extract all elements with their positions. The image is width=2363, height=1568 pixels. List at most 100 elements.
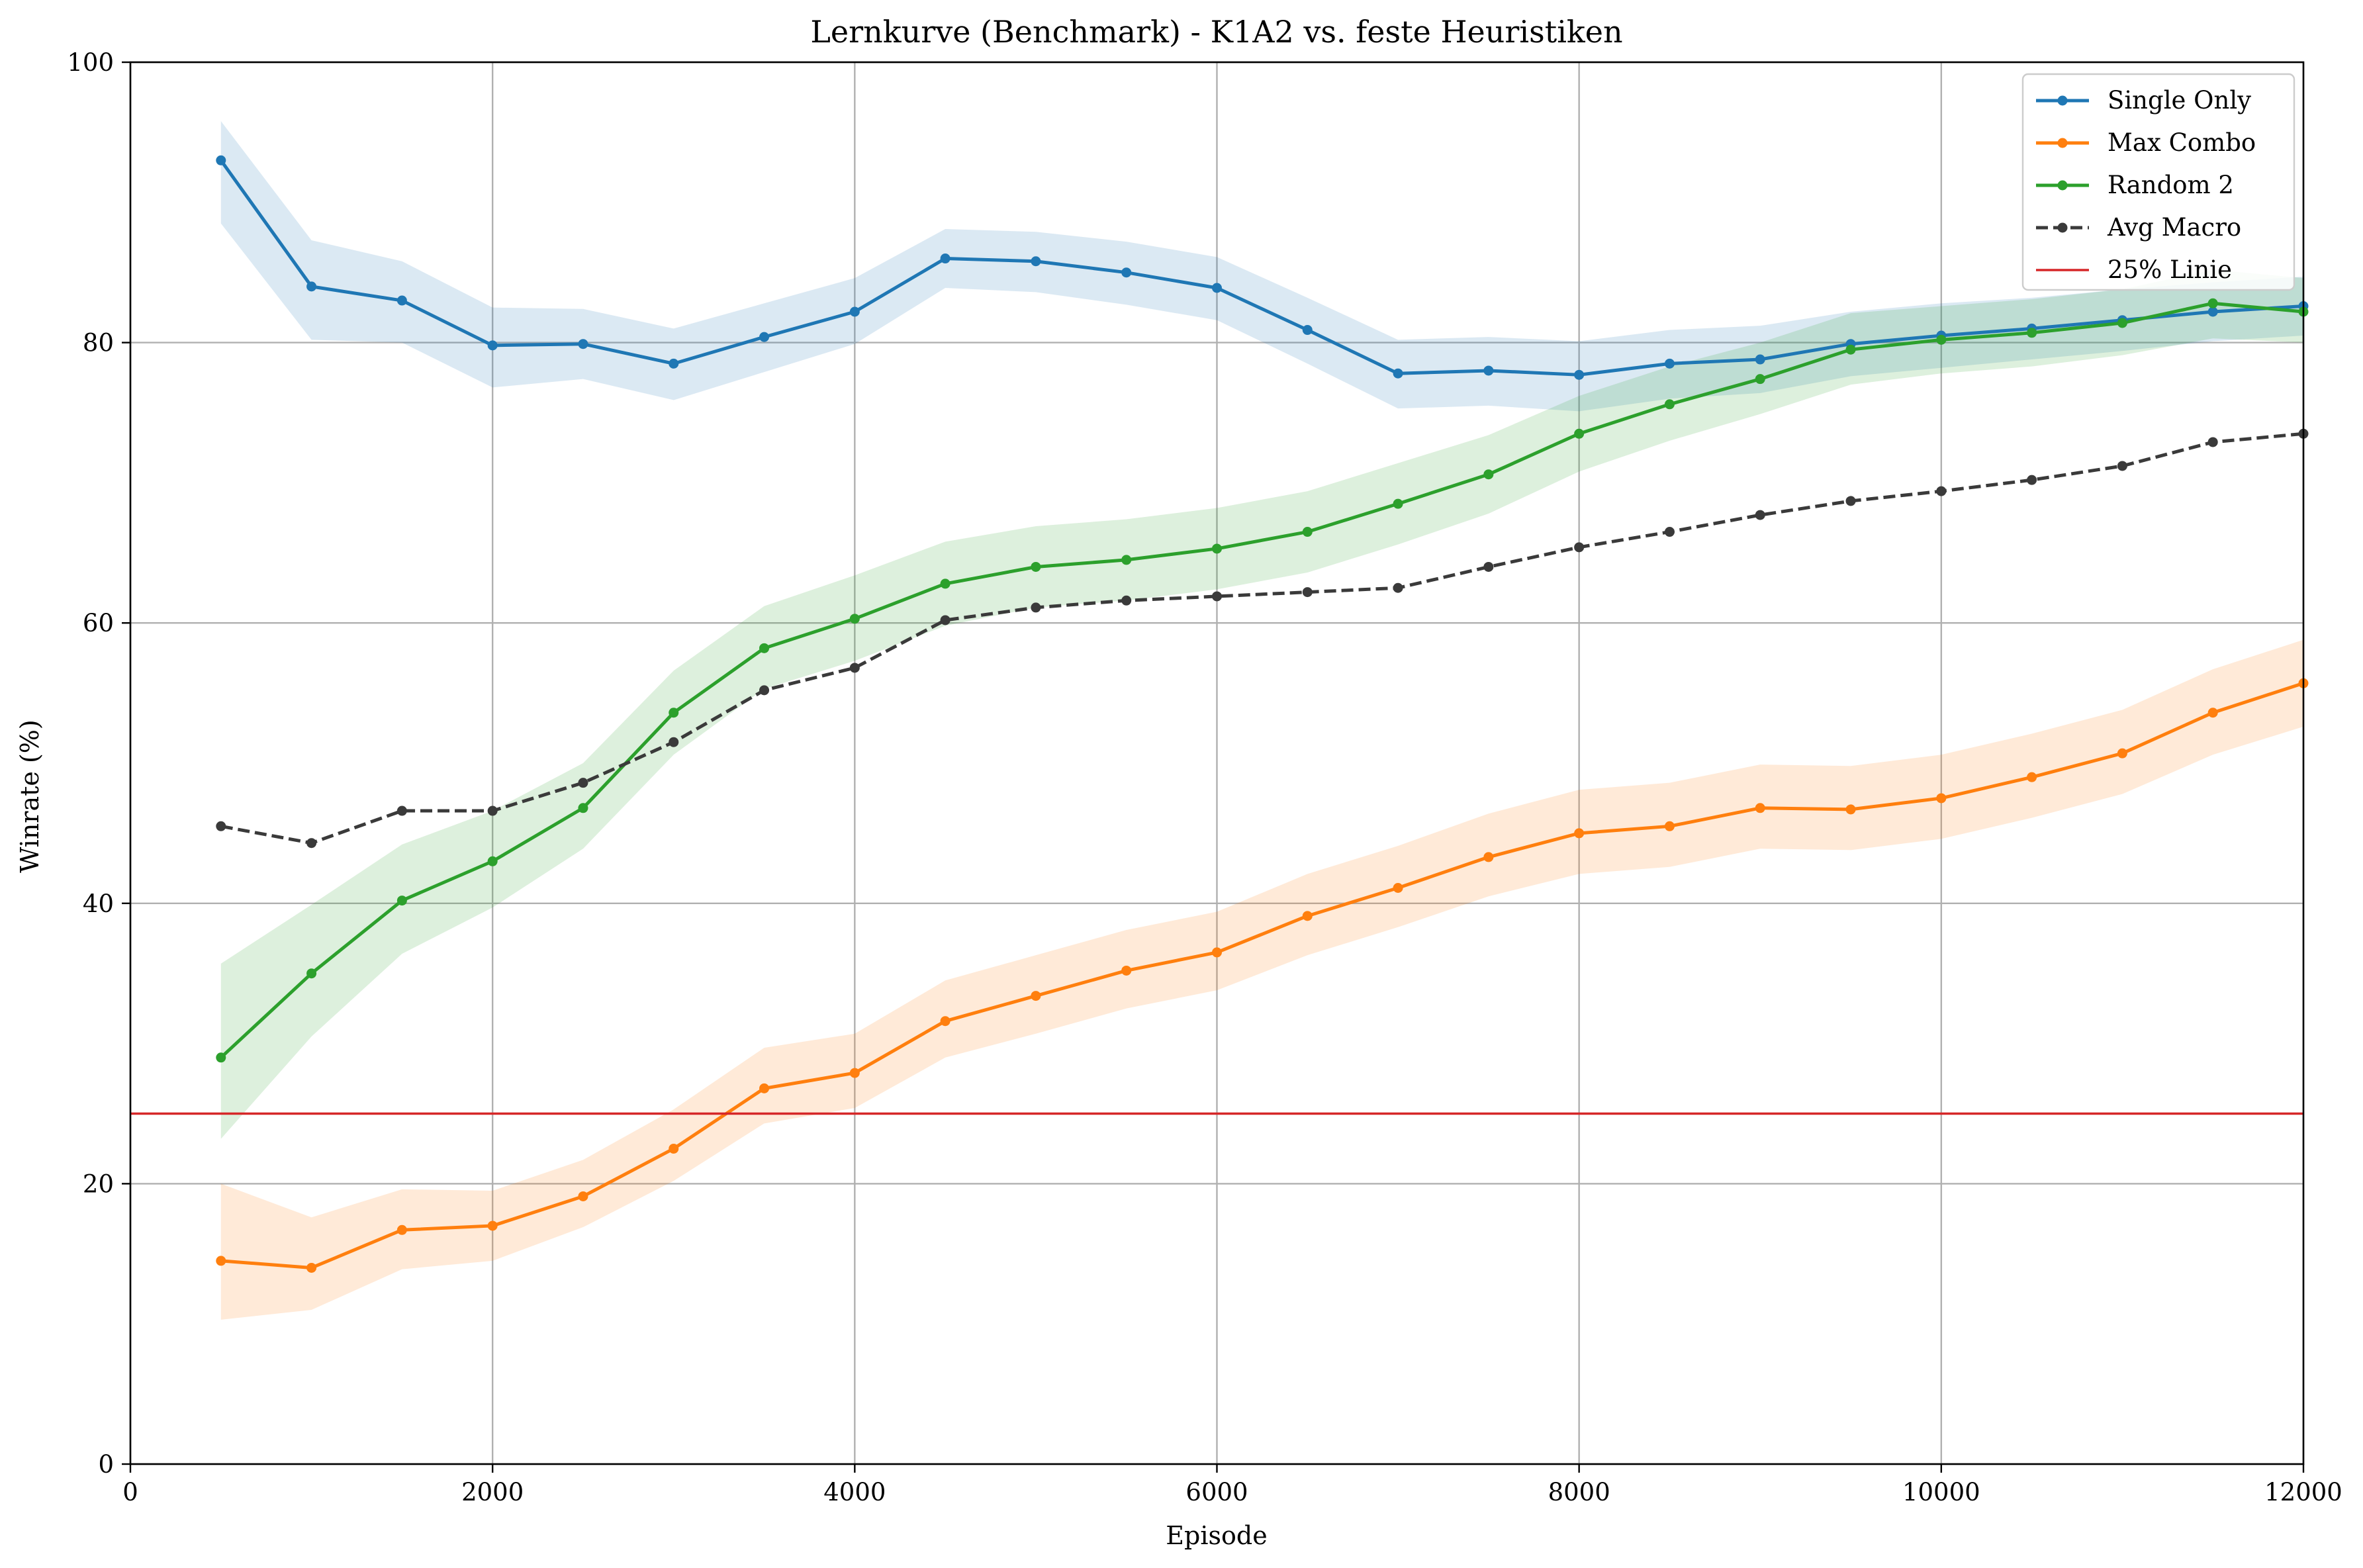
point-random-2	[1936, 334, 1947, 345]
point-max-combo	[669, 1143, 679, 1154]
point-avg-macro	[306, 838, 317, 849]
point-avg-macro	[578, 778, 588, 788]
point-max-combo	[396, 1224, 407, 1235]
point-random-2	[759, 643, 770, 653]
point-avg-macro	[2207, 437, 2218, 447]
point-single-only	[849, 306, 860, 317]
point-single-only	[1121, 267, 1132, 278]
y-tick-label: 0	[98, 1450, 114, 1479]
point-random-2	[1212, 543, 1222, 554]
point-single-only	[1393, 368, 1403, 379]
point-avg-macro	[2027, 475, 2037, 485]
point-avg-macro	[1936, 486, 1947, 496]
point-random-2	[396, 896, 407, 906]
point-random-2	[578, 803, 588, 813]
point-max-combo	[1574, 828, 1585, 839]
axis-ticks: 0 2000 4000 6000 8000 10000 12000 0 20 40 60 80 100	[67, 48, 2342, 1506]
legend-label-single-only: Single Only	[2108, 86, 2251, 115]
point-avg-macro	[2117, 461, 2127, 471]
point-max-combo	[849, 1068, 860, 1078]
point-avg-macro	[669, 737, 679, 747]
y-tick-label: 80	[83, 329, 114, 357]
point-max-combo	[2027, 772, 2037, 782]
point-max-combo	[306, 1262, 317, 1273]
series-markers	[216, 155, 2309, 1273]
series-lines	[130, 159, 2304, 1269]
point-max-combo	[1845, 804, 1856, 815]
point-max-combo	[1212, 947, 1222, 958]
point-random-2	[487, 856, 498, 866]
point-max-combo	[1936, 793, 1947, 804]
point-max-combo	[1393, 883, 1403, 894]
point-single-only	[578, 339, 588, 349]
band-single-only	[220, 120, 2303, 412]
point-max-combo	[1664, 821, 1675, 831]
point-avg-macro	[396, 806, 407, 816]
x-tick-label: 4000	[823, 1478, 886, 1506]
point-random-2	[2027, 328, 2037, 338]
band-random-2	[220, 269, 2303, 1139]
point-max-combo	[1483, 852, 1494, 862]
point-random-2	[1302, 527, 1313, 537]
point-random-2	[940, 578, 950, 589]
point-random-2	[306, 968, 317, 979]
point-max-combo	[216, 1256, 226, 1266]
legend-label-max-combo: Max Combo	[2108, 128, 2256, 157]
x-tick-label: 8000	[1548, 1478, 1610, 1506]
point-avg-macro	[216, 821, 226, 831]
point-single-only	[2207, 306, 2218, 317]
chart-title: Lernkurve (Benchmark) - K1A2 vs. feste H…	[810, 14, 1622, 50]
point-avg-macro	[1483, 561, 1494, 572]
legend-marker-avg-macro	[2057, 222, 2068, 233]
line-single-only	[219, 159, 2304, 377]
point-random-2	[849, 614, 860, 624]
point-single-only	[1483, 365, 1494, 376]
point-single-only	[1212, 283, 1222, 293]
point-single-only	[759, 332, 770, 342]
point-single-only	[1574, 369, 1585, 380]
point-random-2	[1755, 374, 1765, 385]
x-tick-label: 12000	[2264, 1478, 2342, 1506]
point-max-combo	[487, 1221, 498, 1231]
point-max-combo	[578, 1191, 588, 1201]
point-max-combo	[2117, 748, 2127, 759]
point-avg-macro	[1845, 496, 1856, 506]
point-random-2	[216, 1052, 226, 1063]
y-tick-label: 100	[67, 48, 114, 77]
point-max-combo	[2207, 708, 2218, 718]
point-max-combo	[940, 1016, 950, 1027]
legend-label-random-2: Random 2	[2108, 171, 2234, 199]
point-avg-macro	[759, 685, 770, 696]
x-tick-label: 2000	[461, 1478, 524, 1506]
point-random-2	[2207, 298, 2218, 308]
point-avg-macro	[1121, 595, 1132, 606]
legend-label-25-linie: 25% Linie	[2108, 255, 2232, 284]
point-avg-macro	[940, 615, 950, 625]
y-tick-label: 20	[83, 1170, 114, 1198]
point-max-combo	[1755, 803, 1765, 813]
point-random-2	[1664, 399, 1675, 410]
x-tick-label: 0	[122, 1478, 138, 1506]
x-axis-label: Episode	[1166, 1521, 1267, 1550]
point-max-combo	[759, 1083, 770, 1093]
point-max-combo	[1302, 911, 1313, 921]
x-tick-label: 10000	[1902, 1478, 1980, 1506]
point-single-only	[1302, 325, 1313, 336]
point-random-2	[1031, 561, 1041, 572]
point-single-only	[306, 281, 317, 292]
y-axis-label: Winrate (%)	[15, 719, 44, 872]
legend-marker-random-2	[2057, 180, 2068, 191]
point-single-only	[216, 155, 226, 165]
legend-marker-max-combo	[2057, 138, 2068, 148]
point-random-2	[669, 708, 679, 718]
point-max-combo	[1031, 991, 1041, 1001]
x-tick-label: 6000	[1185, 1478, 1248, 1506]
point-max-combo	[1121, 965, 1132, 976]
point-single-only	[487, 340, 498, 351]
point-single-only	[940, 254, 950, 264]
point-single-only	[1031, 256, 1041, 267]
point-avg-macro	[1302, 587, 1313, 598]
point-avg-macro	[849, 663, 860, 673]
point-avg-macro	[1664, 527, 1675, 537]
